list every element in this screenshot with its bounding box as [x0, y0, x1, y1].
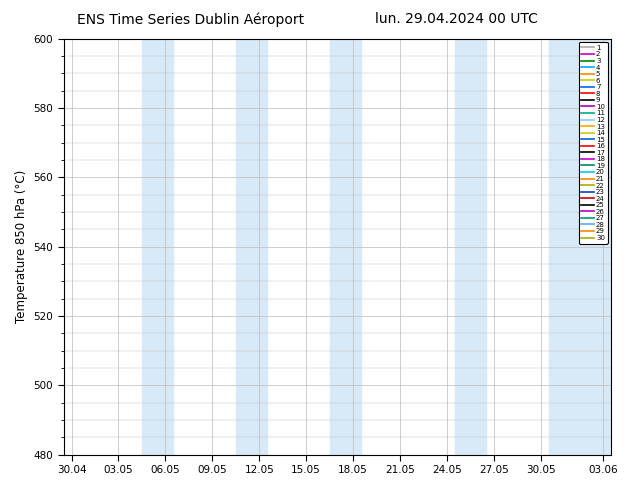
Bar [455, 39, 486, 455]
Bar [142, 39, 173, 455]
Bar [330, 39, 361, 455]
Text: lun. 29.04.2024 00 UTC: lun. 29.04.2024 00 UTC [375, 12, 538, 26]
Text: ENS Time Series Dublin Aéroport: ENS Time Series Dublin Aéroport [77, 12, 304, 27]
Legend: 1, 2, 3, 4, 5, 6, 7, 8, 9, 10, 11, 12, 13, 14, 15, 16, 17, 18, 19, 20, 21, 22, 2: 1, 2, 3, 4, 5, 6, 7, 8, 9, 10, 11, 12, 1… [579, 42, 608, 244]
Bar [548, 39, 611, 455]
Y-axis label: Temperature 850 hPa (°C): Temperature 850 hPa (°C) [15, 170, 28, 323]
Bar [236, 39, 267, 455]
